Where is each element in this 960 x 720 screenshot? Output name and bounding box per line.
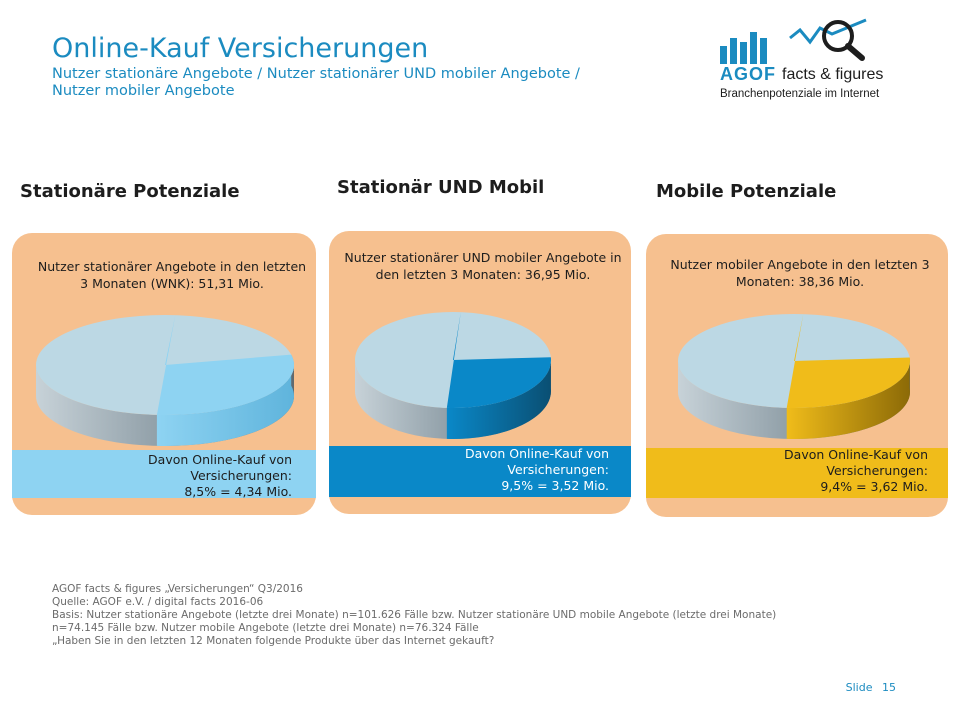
subtitle-line-1: Nutzer stationäre Angebote / Nutzer stat…	[52, 66, 580, 82]
footnote-question: „Haben Sie in den letzten 12 Monaten fol…	[52, 635, 495, 647]
panel-description: Nutzer stationärer Angebote in den letzt…	[37, 259, 307, 291]
slice-label-value: 9,4% = 3,62 Mio.	[820, 479, 928, 494]
slice-band	[12, 450, 316, 498]
panel-description: Nutzer stationärer UND mobiler Angebote …	[344, 250, 622, 282]
slice-label-line-2: Versicherungen:	[190, 468, 292, 483]
pie-slice-highlight-wall	[446, 357, 551, 439]
pie-slice-highlight	[446, 312, 551, 408]
slide-label: Slide	[845, 681, 873, 694]
panel-mobil: Nutzer mobiler Angebote in den letzten 3…	[646, 234, 948, 517]
logo-brand: AGOF	[720, 64, 776, 84]
slice-label: Davon Online-Kauf von Versicherungen: 9,…	[369, 446, 609, 494]
slice-label-value: 9,5% = 3,52 Mio.	[501, 478, 609, 493]
page-subtitle: Nutzer stationäre Angebote / Nutzer stat…	[52, 66, 732, 100]
footnote: AGOF facts & figures „Versicherungen“ Q3…	[52, 583, 912, 648]
panel-stationaer-und-mobil: Nutzer stationärer UND mobiler Angebote …	[329, 231, 631, 514]
slide-number: Slide 15	[846, 681, 896, 694]
footnote-basis-cont: n=74.145 Fälle bzw. Nutzer mobile Angebo…	[52, 622, 479, 634]
slice-label-line-1: Davon Online-Kauf von	[784, 447, 928, 462]
panel-stationaer: Nutzer stationärer Angebote in den letzt…	[12, 233, 316, 515]
panel-description: Nutzer mobiler Angebote in den letzten 3…	[670, 257, 930, 289]
slice-band	[329, 446, 631, 497]
page-title: Online-Kauf Versicherungen	[52, 33, 429, 64]
pie-chart-stationaer-und-mobil	[355, 312, 551, 439]
footnote-study: AGOF facts & figures „Versicherungen“ Q3…	[52, 583, 303, 595]
panel-heading-stationaer: Stationäre Potenziale	[20, 181, 240, 202]
footnote-source: Quelle: AGOF e.V. / digital facts 2016-0…	[52, 596, 264, 608]
pie-slice-highlight-wall	[786, 357, 910, 439]
pie-slice-highlight-wall	[156, 354, 294, 446]
pie-chart-stationaer	[36, 315, 294, 446]
pie-slice-highlight	[786, 314, 910, 408]
agof-logo: AGOF facts & figures Branchenpotenziale …	[716, 14, 906, 106]
pie-slice-highlight	[156, 315, 294, 415]
slice-label-line-1: Davon Online-Kauf von	[148, 452, 292, 467]
slice-label-line-1: Davon Online-Kauf von	[465, 446, 609, 461]
panel-heading-mobil: Mobile Potenziale	[656, 181, 837, 202]
slice-label-line-2: Versicherungen:	[507, 462, 609, 477]
slice-label: Davon Online-Kauf von Versicherungen: 8,…	[52, 452, 292, 500]
slice-label-value: 8,5% = 4,34 Mio.	[184, 484, 292, 499]
slice-label-line-2: Versicherungen:	[826, 463, 928, 478]
pie-chart-mobil	[678, 314, 910, 439]
subtitle-line-2: Nutzer mobiler Angebote	[52, 83, 235, 99]
footnote-basis: Basis: Nutzer stationäre Angebote (letzt…	[52, 609, 777, 621]
slice-band	[646, 448, 948, 498]
panel-heading-stationaer-und-mobil: Stationär UND Mobil	[337, 177, 545, 198]
bar-chart-magnifier-icon	[720, 18, 867, 64]
logo-product: facts & figures	[782, 66, 884, 83]
slide-number-value: 15	[882, 681, 896, 694]
slice-label: Davon Online-Kauf von Versicherungen: 9,…	[688, 447, 928, 495]
logo-tagline: Branchenpotenziale im Internet	[720, 88, 880, 100]
